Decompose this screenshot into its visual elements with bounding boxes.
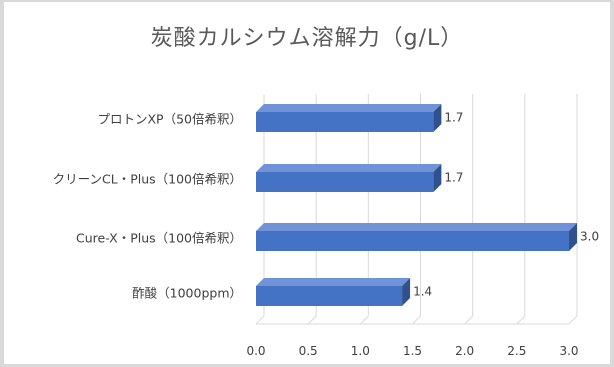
x-tick-label-3: 1.5 — [403, 344, 422, 358]
category-label-0: プロトンXP（50倍希釈） — [97, 112, 242, 127]
bar-0 — [256, 112, 434, 132]
bar-side-3 — [402, 278, 411, 306]
gridline-floor-0 — [255, 315, 265, 325]
data-label-1: 1.7 — [444, 171, 463, 185]
data-label-3: 1.4 — [413, 285, 432, 299]
bar-top-1 — [256, 164, 442, 172]
category-label-2: Cure-X・Plus（100倍希釈） — [76, 231, 242, 246]
bar-side-0 — [433, 104, 442, 132]
gridline-floor-5 — [516, 315, 526, 325]
bar-chart-plot: 0.0 0.5 1.0 1.5 2.0 2.5 3.0 1.7 プロトンXP（50倍希釈） 1.7… — [53, 94, 599, 358]
chart-area: 炭酸カルシウム溶解力（g/L） 0.0 0.5 1.0 1.5 2.0 2.5 3.0 1.7… — [4, 2, 610, 364]
bar-top-0 — [256, 104, 442, 112]
bar-side-2 — [569, 223, 577, 251]
data-label-0: 1.7 — [444, 111, 463, 125]
x-tick-label-2: 1.0 — [351, 344, 370, 358]
bar-1 — [256, 172, 434, 192]
gridline-floor-4 — [464, 315, 474, 325]
x-tick-label-0: 0.0 — [246, 344, 265, 358]
bar-side-1 — [433, 164, 442, 192]
x-tick-label-1: 0.5 — [299, 344, 318, 358]
x-tick-label-6: 3.0 — [559, 344, 578, 358]
category-label-3: 酢酸（1000ppm） — [132, 286, 242, 301]
category-label-1: クリーンCL・Plus（100倍希釈） — [53, 172, 242, 187]
gridline-floor-1 — [307, 315, 317, 325]
bar-top-2 — [256, 223, 577, 231]
x-tick-label-4: 2.0 — [455, 344, 474, 358]
gridline-floor-6 — [568, 315, 578, 325]
bar-top-3 — [256, 278, 411, 286]
x-tick-label-5: 2.5 — [507, 344, 526, 358]
bar-3 — [256, 286, 403, 306]
bar-2 — [256, 231, 569, 251]
data-label-2: 3.0 — [580, 230, 599, 244]
gridline-floor-2 — [359, 315, 369, 325]
chart-title: 炭酸カルシウム溶解力（g/L） — [150, 26, 464, 51]
gridline-floor-3 — [412, 315, 421, 325]
